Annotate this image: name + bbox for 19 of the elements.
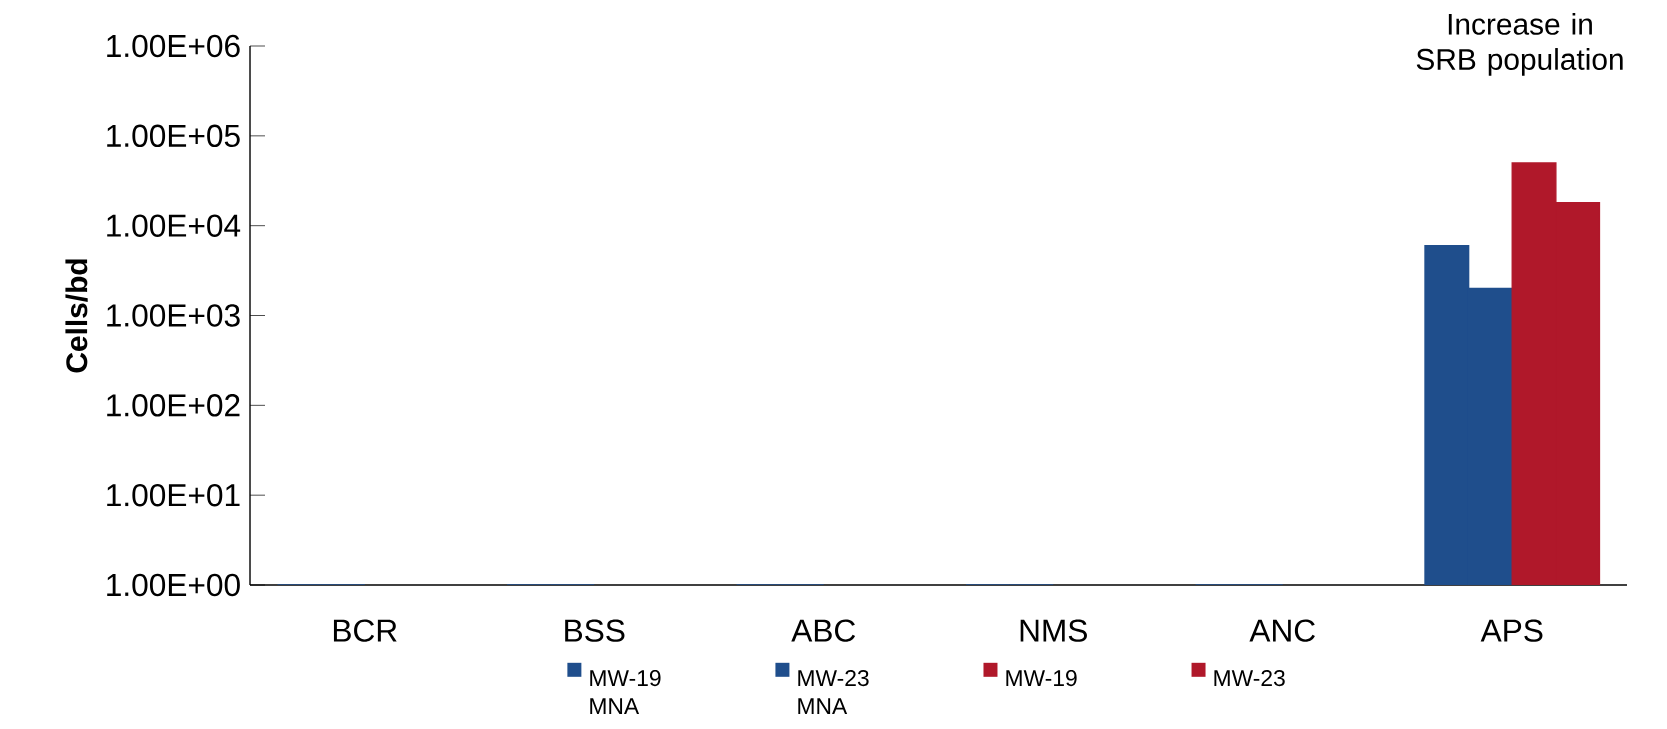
annotation: Increase in SRB population [1416,12,1623,76]
y-tick-label: 1.00E+03 [107,304,240,327]
y-tick-label: 1.00E+06 [107,34,240,58]
y-tick-label: 1.00E+02 [107,394,240,417]
legend-label: MW-19 [1006,669,1077,687]
y-tick-label: 1.00E+00 [107,573,240,597]
y-axis-title: Cells/bd [65,259,88,373]
x-tick-label: NMS [1020,619,1087,642]
x-tick-label: APS [1480,619,1543,642]
x-tick-label: BSS [565,619,625,642]
x-tick-label: ANC [1249,619,1315,642]
x-tick-label: BCR [333,619,397,642]
y-tick-label: 1.00E+05 [107,124,240,148]
legend-label: MW-19 MNA [590,669,661,715]
y-tick-label: 1.00E+01 [107,483,240,507]
y-tick-label: 1.00E+04 [107,214,241,237]
x-tick-label: ABC [791,619,856,642]
legend-label: MW-23 MNA [798,669,869,715]
legend-label: MW-23 [1214,669,1285,687]
